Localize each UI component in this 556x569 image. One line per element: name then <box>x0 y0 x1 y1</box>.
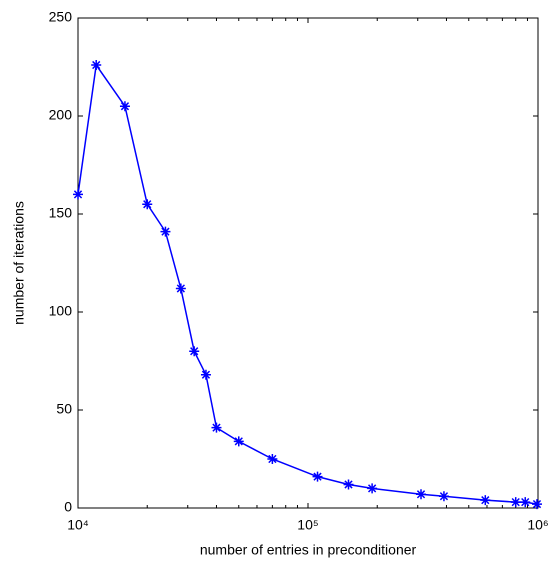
marker <box>312 471 323 482</box>
marker-stroke <box>233 436 244 447</box>
x-axis-label: number of entries in preconditioner <box>200 542 417 558</box>
marker-stroke <box>175 283 186 294</box>
marker <box>91 60 102 71</box>
marker <box>416 489 427 500</box>
marker-stroke <box>91 60 102 71</box>
marker-stroke <box>119 101 130 112</box>
marker <box>189 346 200 357</box>
x-tick-label: 10⁴ <box>67 517 89 533</box>
y-tick-label: 150 <box>49 205 73 221</box>
marker <box>438 491 449 502</box>
y-tick-label: 50 <box>56 401 72 417</box>
marker-stroke <box>211 422 222 433</box>
series-line <box>77 63 538 505</box>
y-tick-label: 0 <box>64 499 72 515</box>
marker <box>510 497 521 508</box>
marker <box>211 422 222 433</box>
marker <box>175 283 186 294</box>
y-tick-label: 250 <box>49 9 73 25</box>
marker-stroke <box>160 226 171 237</box>
x-tick-label: 10⁶ <box>527 517 548 533</box>
marker <box>267 454 278 464</box>
marker <box>73 189 83 200</box>
marker-stroke <box>438 491 449 502</box>
marker-stroke <box>510 497 521 508</box>
marker-stroke <box>531 499 542 510</box>
marker <box>367 483 378 494</box>
marker-stroke <box>343 479 354 490</box>
marker <box>119 101 130 112</box>
marker <box>343 479 354 490</box>
marker-stroke <box>142 199 153 210</box>
marker-stroke <box>312 471 323 482</box>
marker <box>520 497 531 508</box>
marker <box>200 369 211 380</box>
marker <box>480 495 491 506</box>
marker-stroke <box>416 489 427 500</box>
marker-stroke <box>267 454 278 464</box>
marker-stroke <box>200 369 211 380</box>
marker <box>531 499 542 510</box>
marker <box>142 199 153 210</box>
marker <box>160 226 171 237</box>
marker-stroke <box>73 189 83 200</box>
y-tick-label: 200 <box>49 107 73 123</box>
marker-stroke <box>480 495 491 506</box>
y-tick-label: 100 <box>49 303 73 319</box>
marker-stroke <box>367 483 378 494</box>
y-axis-label: number of iterations <box>11 201 27 325</box>
marker-stroke <box>520 497 531 508</box>
marker <box>233 436 244 447</box>
marker-stroke <box>189 346 200 357</box>
plot-frame <box>77 17 539 509</box>
x-tick-label: 10⁵ <box>297 517 318 533</box>
